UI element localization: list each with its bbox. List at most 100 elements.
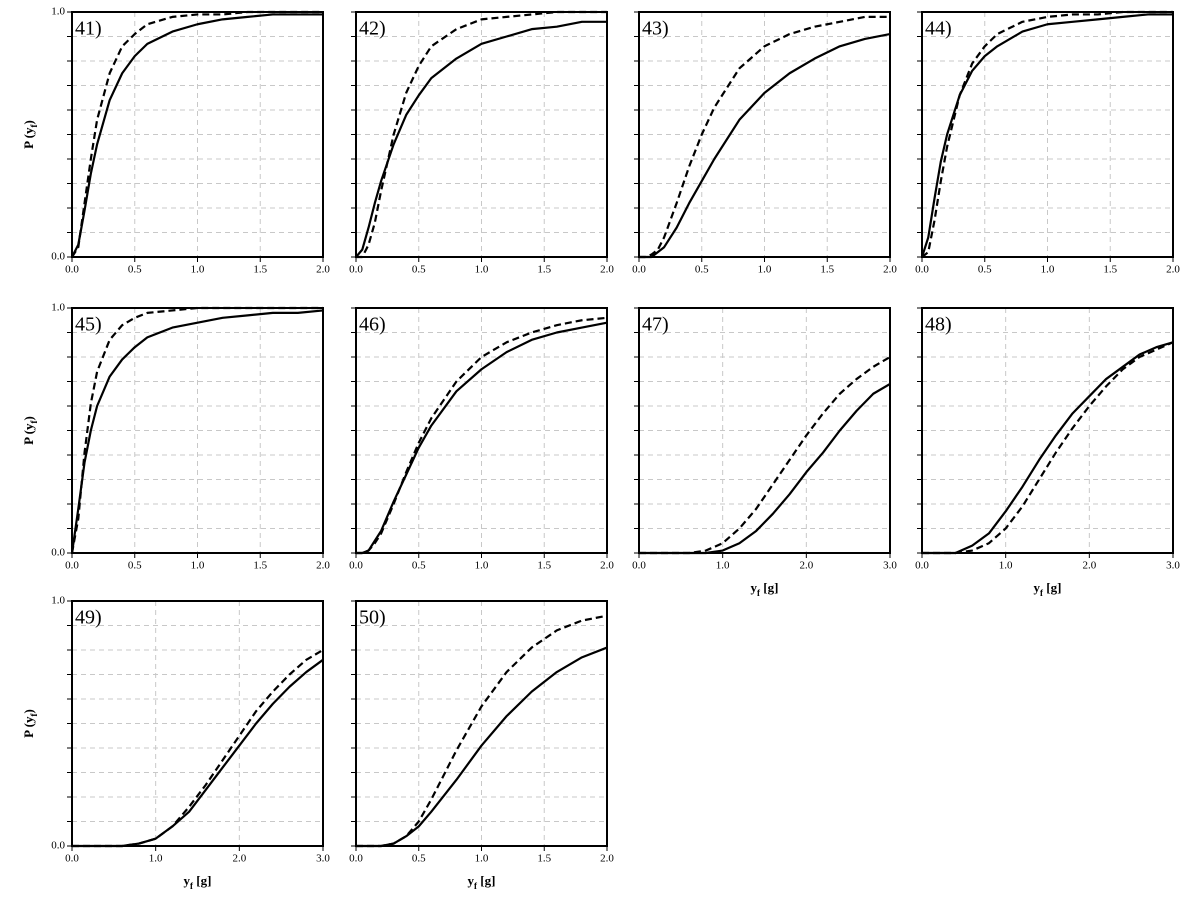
x-tick-label: 1.0 [191, 560, 205, 572]
x-axis-title: yf [g] [184, 873, 212, 891]
dashed-curve [356, 316, 608, 555]
x-tick-label: 2.0 [316, 264, 330, 276]
x-tick-label: 3.0 [316, 853, 330, 865]
y-tick-label: 0.0 [51, 547, 65, 559]
x-tick-label: 3.0 [883, 560, 897, 572]
x-tick-label: 0.0 [632, 560, 646, 572]
x-tick-label: 2.0 [883, 264, 897, 276]
y-axis-title-part: f [29, 713, 39, 717]
x-axis-title-part: [g] [760, 580, 778, 595]
x-tick-label: 2.0 [232, 853, 246, 865]
panel-label: 49) [75, 607, 102, 629]
solid-curve [71, 13, 323, 258]
panel-label: 47) [642, 314, 669, 336]
x-axis-title-part: y [468, 873, 475, 888]
x-tick-label: 1.0 [149, 853, 163, 865]
panel-label: 50) [359, 607, 386, 629]
x-tick-label: 2.0 [1082, 560, 1096, 572]
x-tick-label: 0.5 [412, 264, 426, 276]
panel-label: 44) [925, 18, 952, 40]
x-tick-label: 2.0 [799, 560, 813, 572]
x-tick-label: 2.0 [1166, 264, 1180, 276]
x-tick-label: 0.0 [349, 853, 363, 865]
dashed-curve [922, 341, 1174, 555]
y-tick-label: 0.0 [51, 251, 65, 263]
y-axis-title: P (yf) [21, 416, 39, 445]
dashed-curve [639, 15, 890, 259]
x-tick-label: 1.0 [475, 264, 489, 276]
x-tick-label: 0.0 [349, 264, 363, 276]
plot-frame [71, 600, 324, 847]
y-axis-title-part: ) [21, 709, 36, 713]
x-axis-title-part: y [184, 873, 191, 888]
x-axis-title-part: y [751, 580, 758, 595]
plot-frame [355, 11, 608, 258]
y-axis-title-part: P (y [21, 423, 36, 445]
x-tick-label: 1.0 [758, 264, 772, 276]
x-tick-label: 2.0 [600, 853, 614, 865]
y-axis-title-part: f [29, 124, 39, 128]
y-axis-title: P (yf) [21, 120, 39, 149]
solid-curve [920, 13, 1173, 258]
x-tick-label: 1.5 [253, 560, 267, 572]
panel-label: 46) [359, 314, 386, 336]
panel-label: 45) [75, 314, 102, 336]
solid-curve [72, 658, 324, 848]
plot-frame [921, 11, 1174, 258]
y-tick-label: 1.0 [51, 595, 65, 607]
y-axis-title-part: P (y [21, 716, 36, 738]
x-axis-title-part: y [1034, 580, 1041, 595]
x-tick-label: 1.5 [820, 264, 834, 276]
plot-frame [638, 307, 891, 554]
x-tick-label: 0.0 [915, 560, 929, 572]
x-axis-title-part: [g] [193, 873, 211, 888]
panel-label: 41) [75, 18, 102, 40]
x-tick-label: 0.5 [128, 560, 142, 572]
x-axis-title-part: f [1040, 588, 1044, 598]
y-tick-label: 0.0 [51, 840, 65, 852]
solid-curve [355, 20, 607, 258]
x-tick-label: 0.5 [978, 264, 992, 276]
x-tick-label: 1.0 [999, 560, 1013, 572]
panel-label: 42) [359, 18, 386, 40]
panel-label: 43) [642, 18, 669, 40]
x-tick-label: 1.5 [537, 853, 551, 865]
x-tick-label: 1.5 [537, 560, 551, 572]
plot-frame [355, 600, 608, 847]
x-axis-title-part: [g] [1043, 580, 1061, 595]
x-tick-label: 1.0 [191, 264, 205, 276]
x-tick-label: 0.5 [412, 853, 426, 865]
x-tick-label: 1.0 [1041, 264, 1055, 276]
x-axis-title: yf [g] [468, 873, 496, 891]
x-tick-label: 0.5 [128, 264, 142, 276]
x-tick-label: 0.0 [65, 853, 79, 865]
dashed-curve [639, 356, 891, 555]
y-tick-label: 1.0 [51, 6, 65, 18]
plot-frame [71, 11, 324, 258]
x-axis-title-part: f [474, 881, 478, 891]
x-tick-label: 0.0 [65, 264, 79, 276]
solid-curve [639, 383, 891, 555]
plot-frame [921, 307, 1174, 554]
x-tick-label: 0.5 [695, 264, 709, 276]
x-axis-title-part: f [190, 881, 194, 891]
x-tick-label: 3.0 [1166, 560, 1180, 572]
x-axis-title-part: f [757, 588, 761, 598]
plot-frame [355, 307, 608, 554]
x-axis-title-part: [g] [477, 873, 495, 888]
x-tick-label: 0.0 [632, 264, 646, 276]
x-tick-label: 0.5 [412, 560, 426, 572]
y-tick-label: 1.0 [51, 302, 65, 314]
x-tick-label: 1.5 [537, 264, 551, 276]
x-tick-label: 2.0 [316, 560, 330, 572]
y-axis-title-part: ) [21, 120, 36, 124]
dashed-curve [72, 649, 324, 848]
x-axis-title: yf [g] [751, 580, 779, 598]
y-axis-title-part: f [29, 420, 39, 424]
x-tick-label: 0.0 [349, 560, 363, 572]
x-axis-title: yf [g] [1034, 580, 1062, 598]
x-tick-label: 0.0 [915, 264, 929, 276]
panel-label: 48) [925, 314, 952, 336]
